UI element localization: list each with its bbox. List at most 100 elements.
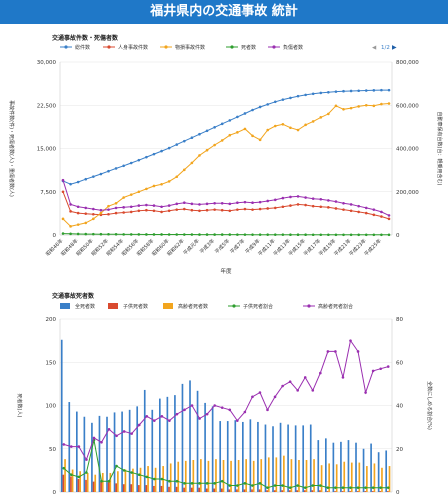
bar xyxy=(79,471,81,492)
bar xyxy=(101,472,104,492)
data-point xyxy=(243,233,247,236)
data-point xyxy=(99,172,103,176)
data-point xyxy=(342,233,345,237)
bar xyxy=(219,421,222,492)
bar xyxy=(304,490,306,492)
data-point xyxy=(296,128,300,132)
data-point xyxy=(303,486,307,489)
data-point xyxy=(152,209,156,213)
bar xyxy=(183,487,185,492)
bar xyxy=(222,460,225,492)
bar xyxy=(169,463,172,492)
bar xyxy=(68,402,71,492)
data-point xyxy=(289,195,292,199)
data-point xyxy=(115,434,118,438)
data-point xyxy=(205,233,209,236)
data-point xyxy=(137,473,141,476)
y-tick-label-right: 20 xyxy=(396,447,403,453)
bar xyxy=(200,459,202,492)
data-point xyxy=(175,412,179,416)
bar xyxy=(379,491,382,492)
bar xyxy=(77,479,80,492)
data-point xyxy=(213,404,216,407)
data-point xyxy=(228,233,232,236)
data-point xyxy=(92,436,96,440)
data-point xyxy=(327,233,330,237)
data-point xyxy=(160,415,164,418)
data-point xyxy=(198,417,201,420)
data-point xyxy=(349,486,352,489)
data-point xyxy=(167,209,171,213)
legend-swatch-marker xyxy=(64,45,68,49)
data-point xyxy=(228,484,232,487)
bar xyxy=(107,482,110,492)
bar xyxy=(288,490,291,492)
data-point xyxy=(145,155,148,159)
bar xyxy=(76,411,78,492)
bar xyxy=(290,459,293,492)
legend-swatch-bar xyxy=(163,303,173,309)
data-point xyxy=(205,202,209,206)
data-point xyxy=(327,90,330,94)
bar xyxy=(62,474,65,492)
data-point xyxy=(114,201,118,205)
data-point xyxy=(387,214,391,217)
data-point xyxy=(107,427,111,431)
data-point xyxy=(319,233,323,237)
data-point xyxy=(76,205,80,209)
bar xyxy=(366,466,368,492)
data-point xyxy=(326,486,330,489)
bar xyxy=(60,339,63,492)
data-point xyxy=(137,158,141,162)
bar xyxy=(181,383,184,493)
bar xyxy=(221,488,223,492)
data-point xyxy=(69,225,72,228)
data-point xyxy=(61,190,65,194)
data-point xyxy=(386,365,390,368)
bar xyxy=(198,487,201,492)
bar xyxy=(83,416,86,492)
data-point xyxy=(357,204,360,208)
data-point xyxy=(69,232,72,236)
data-point xyxy=(213,201,216,205)
bar xyxy=(145,485,148,492)
data-point xyxy=(349,89,353,93)
bar xyxy=(154,467,157,492)
bar xyxy=(153,485,155,492)
bar xyxy=(236,489,238,492)
data-point xyxy=(70,445,73,448)
data-point xyxy=(84,221,88,225)
data-point xyxy=(137,233,141,236)
data-point xyxy=(236,233,239,236)
data-point xyxy=(175,175,179,179)
data-point xyxy=(334,207,338,210)
bar xyxy=(190,487,193,492)
bar xyxy=(302,425,305,492)
data-point xyxy=(341,486,345,489)
legend-label: 負傷者数 xyxy=(283,44,303,51)
bar xyxy=(252,460,255,492)
legend-swatch-marker xyxy=(230,45,234,49)
data-point xyxy=(304,93,307,97)
data-point xyxy=(319,91,323,95)
bar xyxy=(350,462,353,492)
data-point xyxy=(387,102,391,105)
bar xyxy=(388,466,391,492)
data-point xyxy=(296,195,300,198)
data-point xyxy=(190,233,194,236)
data-point xyxy=(160,149,163,153)
data-point xyxy=(379,367,382,371)
bar xyxy=(86,472,89,492)
bar xyxy=(260,459,263,492)
data-point xyxy=(281,384,284,388)
bar xyxy=(234,420,237,492)
data-point xyxy=(349,233,353,237)
x-tick-label: 平成元年 xyxy=(182,237,201,256)
data-point xyxy=(364,391,367,394)
data-point xyxy=(76,232,80,236)
data-point xyxy=(372,104,376,108)
data-point xyxy=(311,484,315,487)
data-point xyxy=(349,209,353,213)
data-point xyxy=(145,203,148,207)
legend-swatch-bar xyxy=(108,303,118,309)
